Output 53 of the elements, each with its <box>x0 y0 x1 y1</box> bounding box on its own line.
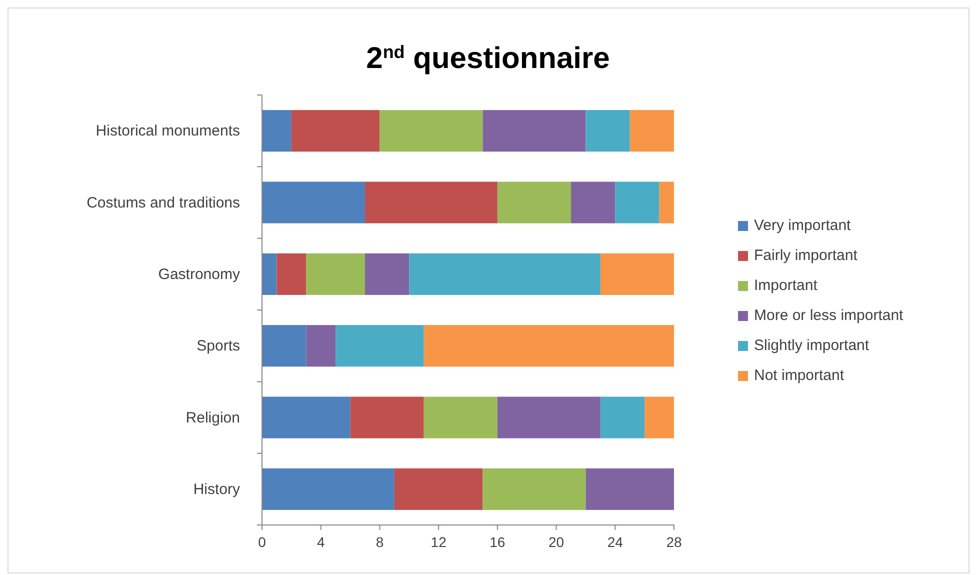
x-tick-label: 16 <box>490 534 506 550</box>
x-tick-label: 20 <box>548 534 564 550</box>
y-tick-label: Gastronomy <box>158 266 240 283</box>
bar <box>615 182 660 224</box>
bar <box>365 253 410 295</box>
bar <box>586 468 674 510</box>
bar <box>600 396 645 438</box>
bar <box>644 396 674 438</box>
bar <box>571 182 616 224</box>
x-tick-label: 4 <box>316 534 325 550</box>
bar <box>497 396 600 438</box>
bar <box>262 396 350 438</box>
bar <box>409 253 600 295</box>
bar <box>336 325 424 367</box>
bar <box>276 253 306 295</box>
legend-label: Slightly important <box>754 337 870 354</box>
bar <box>630 110 674 152</box>
bar <box>600 253 674 295</box>
bar <box>350 396 424 438</box>
legend-label: Fairly important <box>754 247 858 264</box>
bar <box>306 253 365 295</box>
x-tick-label: 28 <box>666 534 682 550</box>
x-tick-label: 8 <box>376 534 384 550</box>
bar <box>262 110 292 152</box>
y-tick-label: History <box>193 480 240 498</box>
y-tick-label: Religion <box>186 409 240 426</box>
y-tick-label: Costums and traditions <box>86 194 240 212</box>
bar <box>482 468 586 510</box>
bar <box>482 110 586 152</box>
x-tick-label: 12 <box>430 534 447 550</box>
bar <box>306 325 336 367</box>
y-tick-label: Sports <box>196 338 240 355</box>
chart-title: 2$^{nd}$ questionnaire <box>366 42 610 75</box>
legend-label: Not important <box>754 367 845 384</box>
bar <box>497 182 571 224</box>
x-tick-label: 24 <box>607 534 624 550</box>
y-tick-label: Historical monuments <box>96 122 240 140</box>
bar <box>586 110 630 152</box>
bar <box>262 182 365 224</box>
bar <box>380 110 483 152</box>
bar <box>291 110 380 152</box>
bar <box>424 325 674 367</box>
bar <box>394 468 483 510</box>
legend-label: Very important <box>754 217 852 234</box>
bar <box>659 182 674 224</box>
bar <box>262 468 394 510</box>
bar <box>262 253 277 295</box>
bar <box>262 325 306 367</box>
legend-label: Important <box>754 277 818 294</box>
legend-label: More or less important <box>754 307 904 324</box>
x-tick-label: 0 <box>258 534 266 550</box>
bar <box>365 182 498 224</box>
bar <box>424 396 498 438</box>
